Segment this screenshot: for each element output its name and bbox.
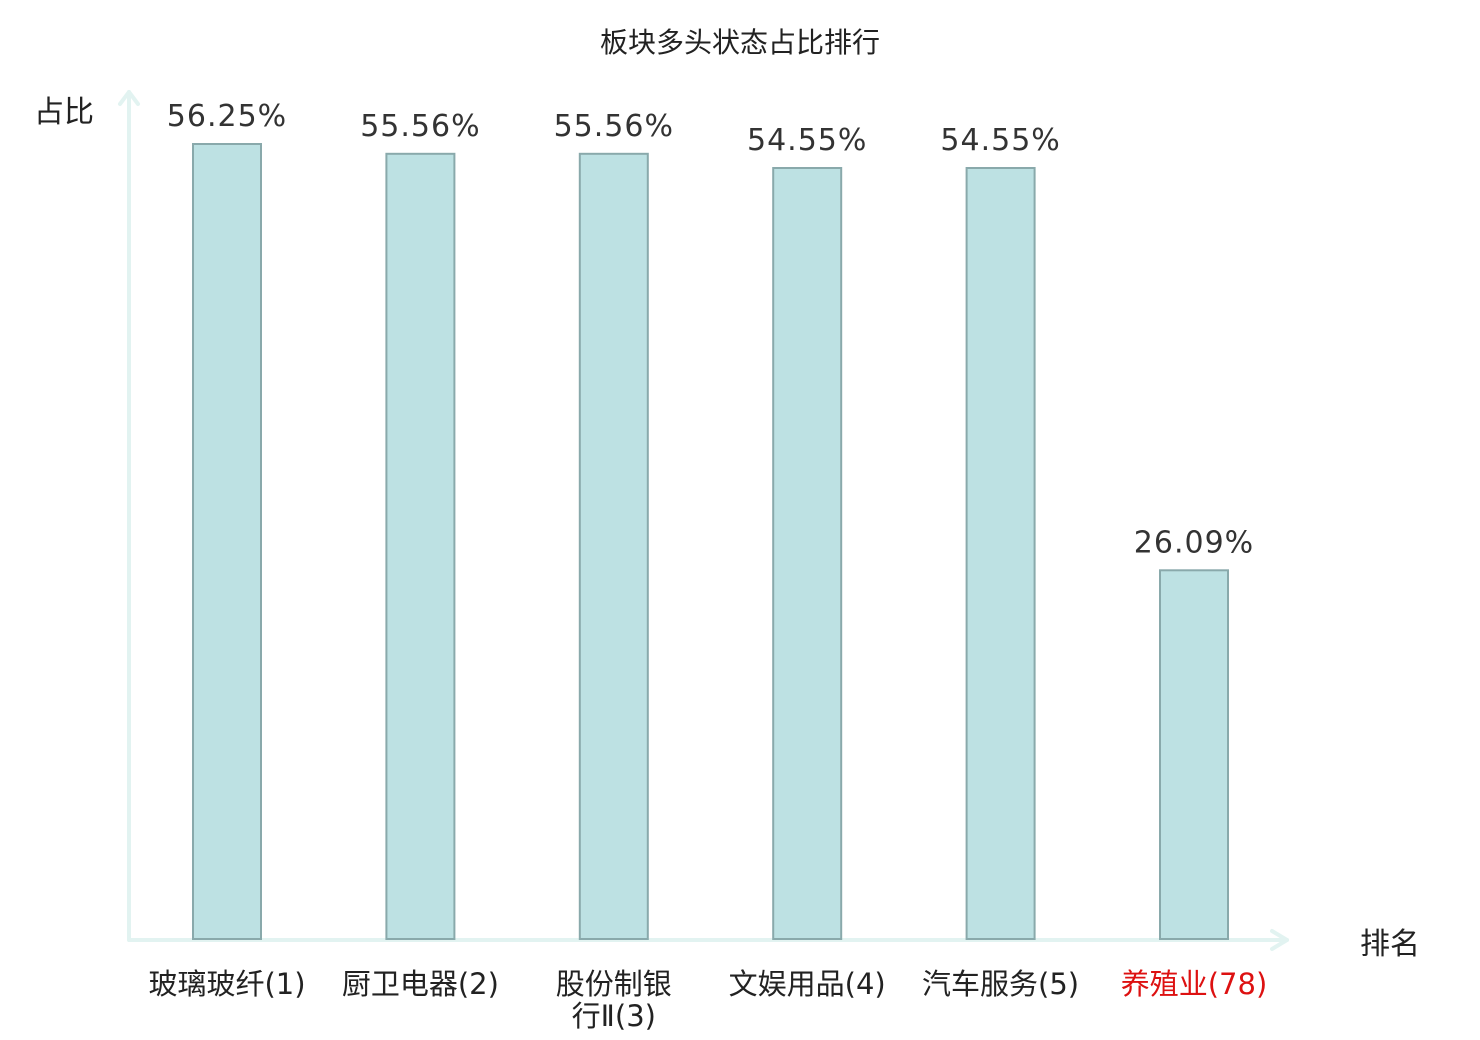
category-label: 文娱用品(4) [729, 967, 886, 1001]
category-label: 股份制银 [556, 967, 672, 1001]
x-axis-label: 排名 [1360, 927, 1420, 962]
category-label: 厨卫电器(2) [342, 967, 499, 1001]
bar [772, 167, 843, 940]
value-label: 26.09% [1134, 525, 1254, 560]
value-label: 54.55% [940, 123, 1060, 158]
value-label: 56.25% [167, 99, 287, 134]
value-label: 55.56% [554, 109, 674, 144]
category-label: 玻璃玻纤(1) [148, 967, 305, 1001]
value-label: 54.55% [747, 123, 867, 158]
category-label: 养殖业(78) [1121, 967, 1268, 1001]
chart-title: 板块多头状态占比排行 [600, 26, 880, 59]
bar [1159, 569, 1229, 940]
bar [385, 152, 456, 941]
bar [965, 167, 1036, 940]
bar [192, 143, 262, 940]
bars-group [192, 143, 1229, 941]
y-axis-label: 占比 [34, 95, 94, 130]
value-label: 55.56% [360, 109, 480, 144]
category-label: 行Ⅱ(3) [572, 999, 656, 1033]
value-labels-group: 56.25% 55.56% 55.56% 54.55% 54.55% 26.09% [167, 99, 1254, 560]
y-axis-arrow-icon [118, 90, 140, 106]
category-label: 汽车服务(5) [922, 967, 1079, 1001]
x-axis-arrow-icon [1270, 929, 1289, 951]
bar [578, 152, 649, 941]
